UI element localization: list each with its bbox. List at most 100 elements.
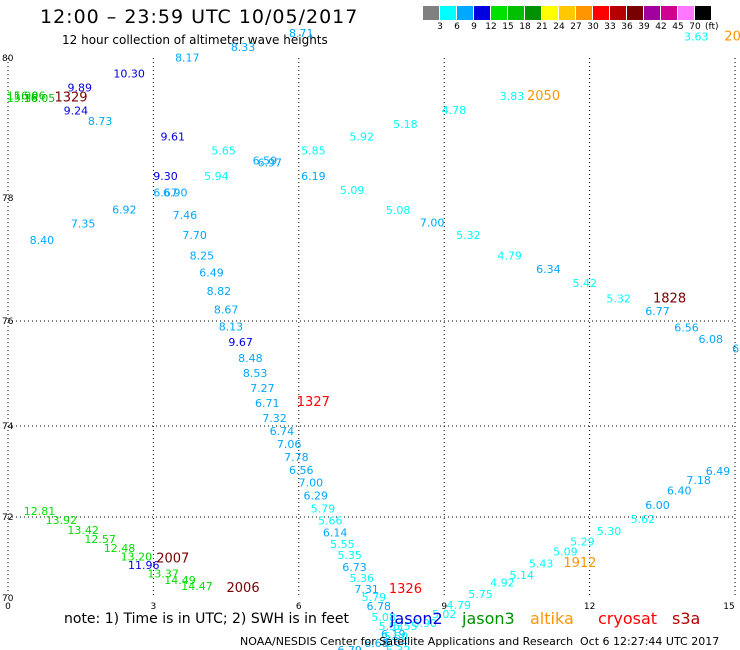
y-tick-label: 72 — [2, 513, 13, 523]
color-scale-label: 27 — [570, 22, 582, 32]
wave-height-value: 6.29 — [304, 490, 329, 503]
wave-height-value: 7.70 — [182, 229, 207, 242]
wave-height-value: 4.79 — [497, 250, 522, 263]
wave-height-value: 5.66 — [318, 514, 343, 527]
y-tick-label: 76 — [2, 317, 14, 327]
wave-height-value: 6.34 — [536, 263, 561, 276]
wave-height-value: 5.43 — [529, 558, 554, 571]
track-time-label: 1326 — [389, 582, 422, 597]
wave-height-value: 7.00 — [420, 216, 445, 229]
wave-height-value: 6.19 — [301, 170, 326, 183]
wave-height-value: 5.36 — [350, 572, 375, 585]
wave-height-value: 5.50 — [383, 630, 408, 643]
y-tick-label: 74 — [2, 422, 14, 432]
wave-height-value: 13.92 — [46, 514, 78, 527]
color-scale-label: 9 — [471, 22, 477, 32]
wave-height-value: 12.81 — [24, 505, 56, 518]
wave-height-value: 6.00 — [645, 499, 670, 512]
color-scale-cell — [423, 6, 439, 20]
y-tick-label: 70 — [2, 594, 14, 604]
color-scale-cell — [661, 6, 677, 20]
track-time-label: 2050 — [527, 89, 560, 104]
wave-height-value: 6.49 — [199, 267, 224, 280]
wave-height-value: 12.57 — [84, 533, 116, 546]
track-time-label: 20 — [724, 30, 740, 45]
wave-height-value: 5.09 — [553, 545, 578, 558]
color-scale-label: 42 — [655, 22, 667, 32]
wave-height-value: 6.40 — [667, 484, 692, 497]
wave-height-value: 13.20 — [121, 551, 153, 564]
wave-height-value: 6.49 — [706, 465, 731, 478]
wave-height-value: 8.40 — [30, 234, 55, 247]
wave-height-value: 6.14 — [323, 526, 348, 539]
color-scale-cell — [440, 6, 456, 20]
track-time-label: 2006 — [227, 581, 260, 596]
wave-height-value: 4.92 — [490, 577, 515, 590]
color-scale-cell — [491, 6, 507, 20]
wave-height-value: 8.71 — [289, 27, 314, 40]
legend-entry-altika: altika — [530, 609, 574, 628]
wave-height-value: 5.29 — [570, 535, 595, 548]
wave-height-value: 5.18 — [393, 118, 418, 131]
wave-height-value: 6.71 — [255, 397, 280, 410]
track-time-label: 1828 — [653, 292, 686, 307]
wave-height-value: 9.24 — [64, 105, 89, 118]
wave-height-value: 6.56 — [289, 464, 314, 477]
wave-height-value: 7.32 — [262, 412, 287, 425]
wave-height-value: 6.77 — [645, 305, 670, 318]
color-scale-cell — [610, 6, 626, 20]
wave-height-value: 15.38 — [7, 92, 39, 105]
wave-height-value: 7.35 — [71, 218, 96, 231]
color-scale-cell — [627, 6, 643, 20]
wave-height-value: 10.30 — [113, 68, 145, 81]
wave-height-value: 9.89 — [67, 82, 92, 95]
generation-timestamp: Oct 6 12:27:44 UTC 2017 — [580, 635, 720, 648]
color-scale-label: 33 — [604, 22, 616, 32]
wave-height-value: 5.02 — [432, 608, 457, 621]
wave-height-value: 9.30 — [153, 170, 178, 183]
wave-height-value: 8.25 — [190, 250, 215, 263]
color-scale-cell — [559, 6, 575, 20]
wave-height-value: 6.56 — [674, 322, 699, 335]
wave-height-value: 5.08 — [386, 204, 411, 217]
wave-height-value: 7.06 — [277, 438, 302, 451]
color-scale-label: 12 — [485, 22, 497, 32]
wave-height-value: 15.90 — [7, 89, 39, 102]
color-scale-label: 36 — [621, 22, 633, 32]
wave-height-value: 5.79 — [362, 591, 387, 604]
wave-height-value: 3.63 — [684, 31, 709, 44]
wave-height-value: 7.31 — [354, 583, 379, 596]
track-time-label: 2007 — [156, 551, 189, 566]
wave-height-value: 6.68 — [364, 637, 389, 650]
page-subtitle: 12 hour collection of altimeter wave hei… — [62, 33, 328, 47]
wave-height-value: 9.67 — [228, 336, 253, 349]
wave-height-value: 6.08 — [699, 333, 724, 346]
color-scale-label: 15 — [502, 22, 514, 32]
footer-note: note: 1) Time is in UTC; 2) SWH is in fe… — [64, 611, 350, 627]
wave-height-value: 5.53 — [379, 620, 404, 633]
wave-height-value: 5.14 — [509, 569, 534, 582]
color-scale-label: 45 — [672, 22, 684, 32]
wave-height-value: 16.05 — [24, 92, 56, 105]
wave-height-value: 8.82 — [207, 285, 232, 298]
wave-height-value: 5.85 — [301, 145, 326, 158]
wave-height-value: 6.79 — [337, 644, 362, 650]
wave-height-value: 4.78 — [442, 104, 467, 117]
wave-height-value: 6.59 — [253, 154, 278, 167]
wave-height-value: 8.53 — [243, 367, 268, 380]
color-scale-label: 70 — [689, 22, 701, 32]
wave-height-value: 6.64 — [383, 636, 408, 649]
color-scale-label: 24 — [553, 22, 565, 32]
wave-height-value: 12.48 — [104, 542, 136, 555]
color-scale-label: 30 — [587, 22, 599, 32]
wave-height-value: 11.96 — [128, 559, 160, 572]
wave-height-value: 8.33 — [231, 41, 256, 54]
wave-height-value: 5.32 — [606, 293, 631, 306]
x-tick-label: 3 — [151, 602, 157, 612]
wave-height-value: 8.17 — [175, 52, 200, 65]
color-scale-cell — [474, 6, 490, 20]
wave-height-value: 6.74 — [270, 425, 295, 438]
y-tick-label: 78 — [2, 194, 14, 204]
wave-height-value: 14.47 — [181, 580, 213, 593]
color-scale-cell — [508, 6, 524, 20]
